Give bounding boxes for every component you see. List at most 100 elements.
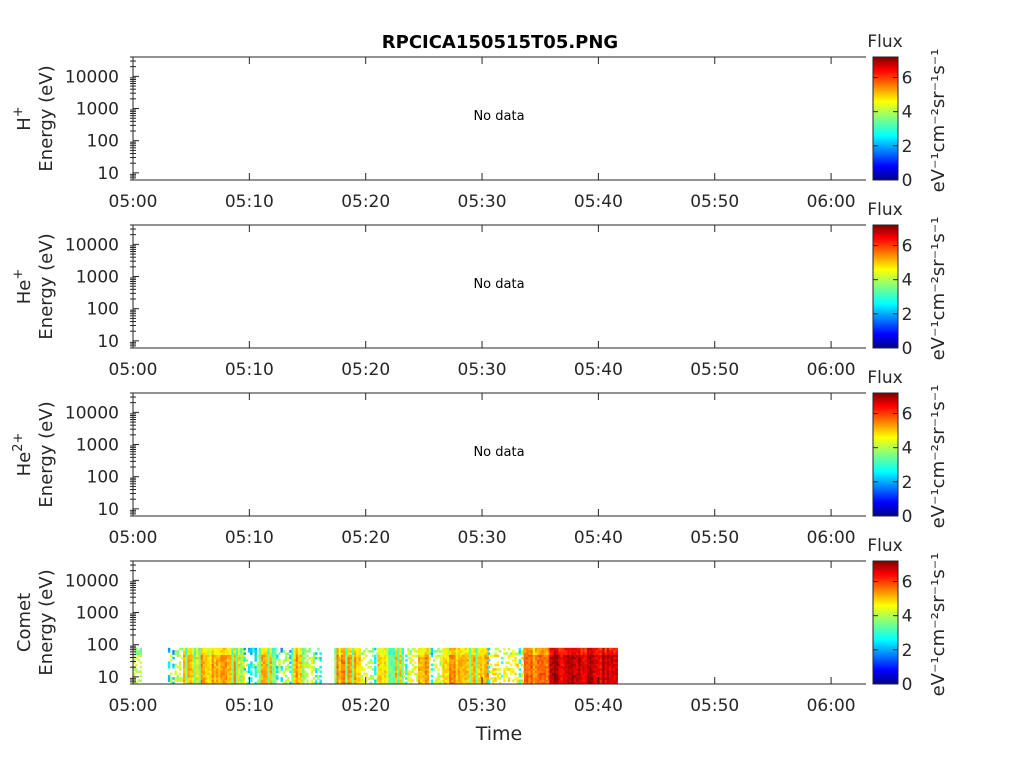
spectrogram-pixel [189, 661, 193, 664]
spectrogram-pixel [435, 677, 438, 680]
spectrogram-pixel [360, 681, 364, 684]
spectrogram-pixel [562, 652, 566, 655]
y-tick-label: 10000 [65, 571, 119, 591]
spectrogram-pixel [194, 647, 197, 651]
spectrogram-pixel [304, 661, 307, 664]
spectrogram-pixel [271, 659, 275, 662]
spectrogram-pixel [213, 656, 217, 660]
spectrogram-pixel [518, 650, 522, 653]
spectrogram-pixel [363, 650, 366, 653]
spectrogram-pixel [202, 659, 206, 662]
spectrogram-pixel [593, 663, 596, 667]
spectrogram-pixel [407, 679, 410, 683]
spectrogram-pixel [549, 672, 552, 676]
spectrogram-pixel [388, 650, 391, 653]
spectrogram-pixel [183, 681, 186, 684]
spectrogram-pixel [558, 679, 561, 683]
spectrogram-pixel [379, 647, 382, 651]
spectrogram-pixel [422, 656, 425, 660]
spectrogram-pixel [265, 659, 268, 662]
spectrogram-pixel [595, 670, 599, 673]
spectrogram-pixel [200, 654, 204, 658]
y-axis-label: He2+ Energy (eV) [11, 401, 57, 507]
spectrogram-pixel [205, 652, 208, 655]
spectrogram-pixel [336, 668, 339, 671]
spectrogram-pixel [567, 652, 570, 655]
spectrogram-pixel [471, 665, 474, 669]
x-tick-label: 05:20 [341, 192, 390, 212]
spectrogram-pixel [265, 650, 268, 653]
spectrogram-pixel [573, 670, 577, 673]
spectrogram-pixel [466, 665, 470, 669]
spectrogram-pixel [276, 668, 279, 671]
spectrogram-pixel [537, 650, 540, 653]
spectrogram-pixel [597, 674, 601, 678]
spectrogram-pixel [216, 672, 219, 676]
spectrogram-pixel [315, 668, 318, 671]
spectrogram-pixel [602, 652, 605, 655]
spectrogram-pixel [189, 663, 193, 667]
spectrogram-pixel [569, 665, 572, 669]
spectrogram-pixel [238, 679, 241, 683]
spectrogram-pixel [541, 650, 544, 653]
spectrogram-pixel [597, 668, 601, 671]
spectrogram-pixel [580, 670, 583, 673]
spectrogram-pixel [319, 656, 322, 660]
spectrogram-pixel [586, 663, 590, 667]
spectrogram-pixel [377, 656, 380, 660]
spectrogram-pixel [512, 650, 515, 653]
spectrogram-pixel [172, 681, 175, 684]
spectrogram-pixel [220, 670, 223, 673]
spectrogram-pixel [569, 672, 572, 676]
spectrogram-pixel [334, 659, 337, 662]
spectrogram-pixel [539, 659, 542, 662]
spectrogram-pixel [356, 656, 359, 660]
spectrogram-pixel [207, 681, 210, 684]
spectrogram-pixel [200, 679, 204, 683]
spectrogram-pixel [196, 659, 199, 662]
spectrogram-pixel [526, 672, 529, 676]
spectrogram-pixel [271, 647, 275, 651]
spectrogram-pixel [600, 650, 603, 653]
spectrogram-pixel [287, 665, 290, 669]
spectrogram-pixel [589, 647, 592, 651]
spectrogram-pixel [541, 663, 544, 667]
spectrogram-pixel [573, 647, 577, 651]
spectrogram-pixel [479, 647, 483, 651]
spectrogram-pixel [209, 677, 212, 680]
spectrogram-pixel [399, 656, 402, 660]
spectrogram-pixel [220, 672, 223, 676]
spectrogram-pixel [446, 656, 450, 660]
spectrogram-pixel [293, 663, 296, 667]
spectrogram-pixel [580, 674, 583, 678]
panel-he2plus: 05:00 05:10 05:20 05:30 05:40 05:50 06:0010100… [11, 368, 949, 548]
spectrogram-pixel [486, 672, 489, 676]
spectrogram-pixel [200, 668, 204, 671]
spectrogram-pixel [560, 659, 563, 662]
spectrogram-pixel [460, 681, 463, 684]
spectrogram-pixel [258, 672, 262, 676]
spectrogram-pixel [187, 679, 190, 683]
spectrogram-pixel [584, 672, 588, 676]
spectrogram-pixel [413, 665, 417, 669]
spectrogram-pixel [602, 672, 605, 676]
spectrogram-pixel [379, 677, 382, 680]
spectrogram-pixel [198, 647, 201, 651]
spectrogram-pixel [593, 659, 596, 662]
spectrogram-pixel [176, 674, 180, 678]
spectrogram-pixel [482, 663, 485, 667]
spectrogram-pixel [242, 672, 245, 676]
spectrogram-pixel [252, 663, 255, 667]
spectrogram-pixel [548, 652, 551, 655]
spectrogram-pixel [178, 679, 182, 683]
spectrogram-pixel [600, 659, 603, 662]
spectrogram-pixel [597, 663, 601, 667]
spectrogram-pixel [526, 679, 529, 683]
spectrogram-pixel [220, 661, 223, 664]
spectrogram-pixel [558, 672, 561, 676]
spectrogram-pixel [591, 663, 594, 667]
spectrogram-pixel [347, 654, 350, 658]
spectrogram-pixel [213, 650, 217, 653]
spectrogram-pixel [265, 663, 268, 667]
spectrogram-pixel [523, 659, 527, 662]
